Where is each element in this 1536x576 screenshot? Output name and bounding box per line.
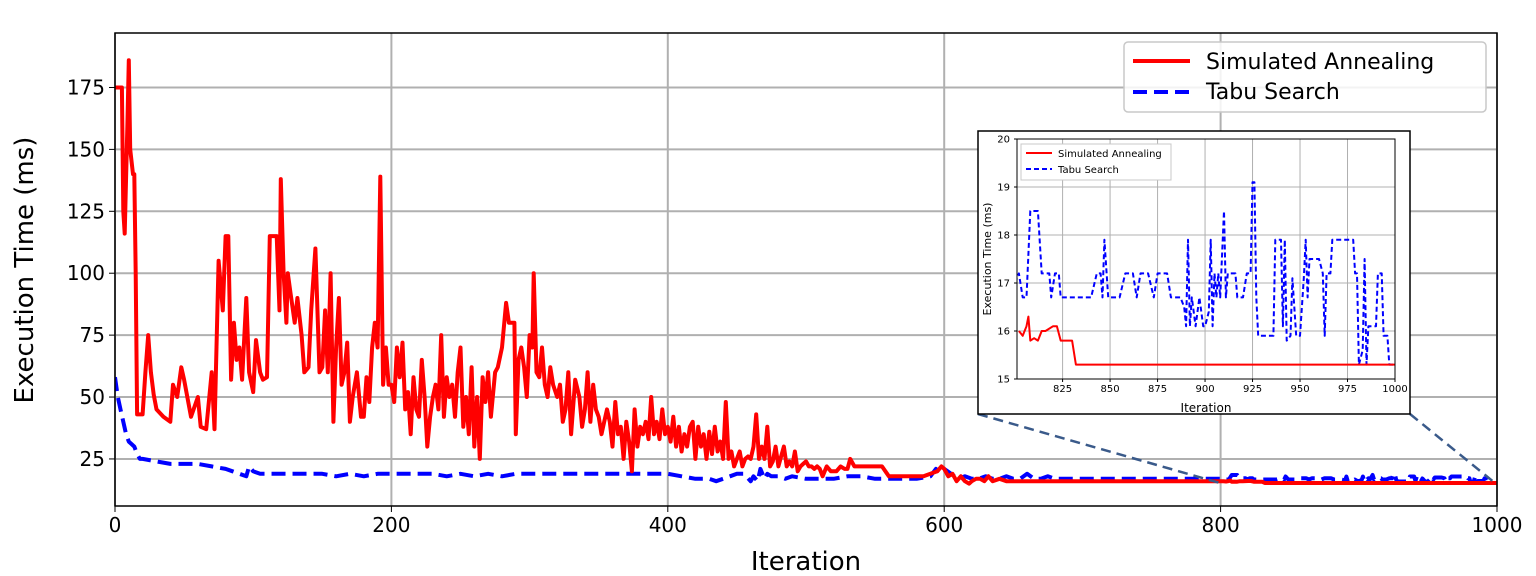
main-x-tick-label: 400 bbox=[649, 513, 687, 537]
main-legend: Simulated Annealing Tabu Search bbox=[1123, 41, 1487, 113]
main-legend-ts-label: Tabu Search bbox=[1205, 80, 1340, 105]
inset-simulated-annealing-line bbox=[1018, 315, 1395, 366]
inset-x-tick-label: 850 bbox=[1101, 384, 1120, 395]
main-x-axis-label: Iteration bbox=[751, 547, 861, 576]
main-legend-sa-label: Simulated Annealing bbox=[1206, 50, 1434, 75]
main-series-layer bbox=[115, 58, 1497, 486]
main-y-tick-label: 50 bbox=[80, 385, 105, 409]
main-y-tick-label: 25 bbox=[80, 447, 105, 471]
main-y-tick-label: 125 bbox=[67, 199, 105, 223]
inset-y-tick-label: 18 bbox=[997, 231, 1010, 242]
inset-y-tick-label: 15 bbox=[997, 375, 1010, 386]
main-plot-frame bbox=[114, 32, 1498, 507]
main-x-tick-label: 1000 bbox=[1472, 513, 1523, 537]
main-legend-box bbox=[1123, 41, 1487, 113]
inset-x-axis-label: Iteration bbox=[1181, 401, 1232, 415]
main-y-tick-label: 75 bbox=[80, 323, 105, 347]
main-tabu-search-line bbox=[115, 376, 1497, 485]
inset-connector-right bbox=[1409, 413, 1496, 484]
main-y-tick-label: 175 bbox=[67, 75, 105, 99]
inset-y-tick-label: 16 bbox=[997, 327, 1010, 338]
inset-x-tick-label: 875 bbox=[1148, 384, 1167, 395]
inset-legend: Simulated Annealing Tabu Search bbox=[1020, 143, 1172, 181]
inset-x-tick-label: 975 bbox=[1338, 384, 1357, 395]
main-ticks: 0 200 400 600 800 1000 25 50 75 100 125 150 175 bbox=[67, 75, 1523, 537]
main-simulated-annealing-line bbox=[115, 58, 1497, 486]
inset-connector-left bbox=[977, 412, 1221, 485]
inset-x-tick-label: 950 bbox=[1290, 384, 1309, 395]
main-x-tick-label: 600 bbox=[925, 513, 963, 537]
inset-x-tick-label: 825 bbox=[1053, 384, 1072, 395]
inset-legend-box bbox=[1020, 143, 1172, 181]
inset-ticks: 825 850 875 900 925 950 975 1000 15 16 17 18 19 20 bbox=[997, 135, 1407, 396]
main-x-tick-label: 0 bbox=[109, 513, 122, 537]
main-y-tick-label: 150 bbox=[67, 137, 105, 161]
inset-y-tick-label: 17 bbox=[997, 279, 1010, 290]
main-y-axis-label: Execution Time (ms) bbox=[10, 137, 40, 404]
inset-series-layer bbox=[1017, 181, 1395, 366]
inset-y-tick-label: 19 bbox=[997, 183, 1010, 194]
main-x-tick-label: 800 bbox=[1202, 513, 1240, 537]
inset-tabu-search-line bbox=[1017, 181, 1395, 366]
inset-chart: 825 850 875 900 925 950 975 1000 15 16 17 18 19 20 It… bbox=[977, 130, 1411, 415]
inset-plot-frame bbox=[1016, 138, 1396, 380]
inset-y-axis-label: Execution Time (ms) bbox=[981, 203, 994, 316]
inset-y-tick-label: 20 bbox=[997, 135, 1010, 146]
inset-x-tick-label: 900 bbox=[1196, 384, 1215, 395]
inset-legend-ts-label: Tabu Search bbox=[1057, 165, 1119, 176]
inset-x-tick-label: 925 bbox=[1243, 384, 1262, 395]
main-x-tick-label: 200 bbox=[372, 513, 410, 537]
inset-x-tick-label: 1000 bbox=[1382, 384, 1407, 395]
main-y-tick-label: 100 bbox=[67, 261, 105, 285]
inset-legend-sa-label: Simulated Annealing bbox=[1058, 149, 1162, 160]
